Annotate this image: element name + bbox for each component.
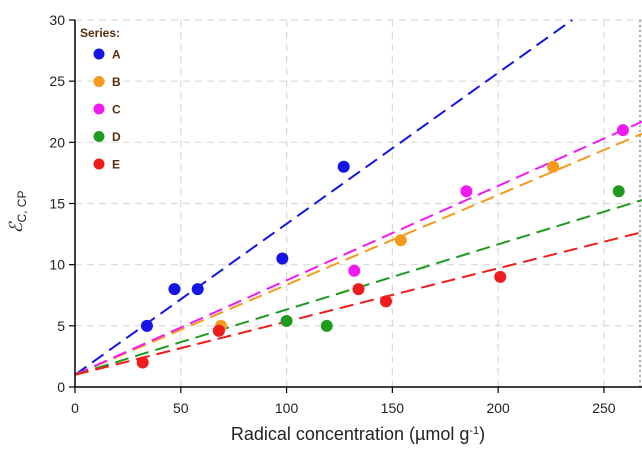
- y-tick-label: 20: [49, 134, 65, 150]
- legend-label-c: C: [112, 103, 121, 117]
- legend-label-b: B: [112, 75, 121, 89]
- y-axis-title: ℰC, CP: [6, 191, 29, 234]
- point-series-e: [494, 270, 507, 283]
- axes: 0 50 100 150 200 250 0 5 10 15 20 25 30: [49, 12, 642, 416]
- fit-line-a: [74, 19, 573, 376]
- x-tick-label: 150: [381, 400, 405, 416]
- point-series-a: [276, 252, 289, 265]
- point-series-e: [212, 324, 225, 337]
- x-tick-label: 50: [173, 400, 189, 416]
- point-series-e: [136, 356, 149, 369]
- legend-marker-b: [93, 76, 105, 87]
- y-tick-label: 5: [57, 318, 65, 334]
- point-series-a: [140, 319, 153, 332]
- point-series-a: [168, 283, 181, 296]
- point-series-e: [352, 283, 365, 296]
- y-tick-label: 10: [49, 257, 65, 273]
- point-series-d: [320, 319, 333, 332]
- point-series-b: [547, 160, 560, 173]
- point-series-a: [191, 283, 204, 296]
- fit-line-c: [74, 120, 642, 376]
- x-tick-label: 100: [275, 400, 299, 416]
- grid: [75, 19, 642, 387]
- x-axis-title: Radical concentration (µmol g-1): [231, 424, 485, 444]
- y-tick-label: 25: [49, 73, 65, 89]
- fit-line-b: [74, 132, 642, 376]
- y-tick-label: 0: [57, 379, 65, 395]
- x-tick-label: 200: [486, 400, 510, 416]
- legend-marker-c: [93, 103, 105, 115]
- fit-line-e: [74, 231, 642, 376]
- point-series-c: [348, 264, 361, 277]
- legend-title: Series:: [80, 26, 120, 40]
- point-series-d: [612, 185, 625, 198]
- point-series-e: [380, 295, 393, 308]
- x-tick-label: 250: [592, 400, 616, 416]
- point-series-d: [280, 314, 293, 327]
- legend-label-e: E: [112, 158, 120, 172]
- point-series-a: [337, 160, 350, 173]
- point-series-c: [616, 124, 629, 137]
- legend-label-d: D: [112, 130, 121, 144]
- fit-lines: [74, 19, 642, 376]
- legend-marker-a: [93, 48, 105, 60]
- y-tick-label: 15: [49, 196, 65, 212]
- legend-marker-d: [93, 131, 105, 142]
- legend-marker-e: [93, 158, 105, 170]
- x-tick-label: 0: [71, 400, 79, 416]
- y-tick-label: 30: [49, 12, 65, 28]
- point-series-b: [394, 234, 407, 247]
- point-series-c: [460, 185, 473, 198]
- data-points: [136, 124, 629, 369]
- legend-label-a: A: [112, 48, 121, 62]
